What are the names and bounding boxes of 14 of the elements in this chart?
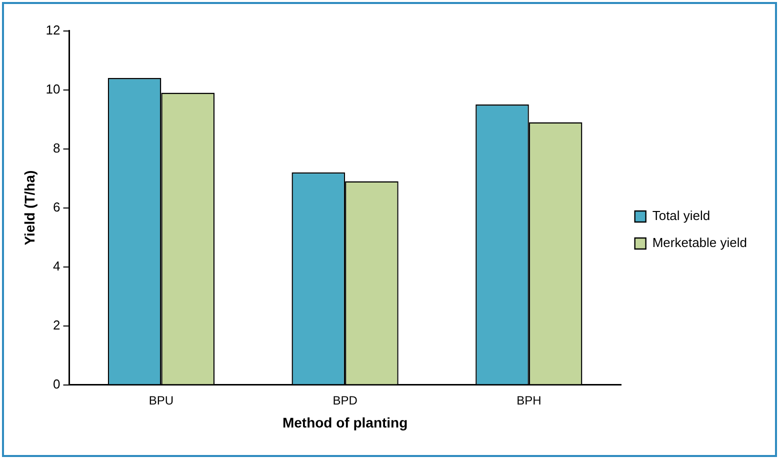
legend-label: Total yield xyxy=(652,208,710,224)
legend-label: Merketable yield xyxy=(652,235,747,250)
y-tick-label: 12 xyxy=(46,22,60,38)
y-tick-label: 10 xyxy=(46,81,60,96)
y-tick-label: 0 xyxy=(53,376,60,392)
x-axis-title: Method of planting xyxy=(282,414,408,430)
y-tick-label: 4 xyxy=(53,258,60,274)
x-tick-label: BPH xyxy=(516,393,542,408)
y-axis-title: Yield (T/ha) xyxy=(21,170,38,246)
y-tick-label: 6 xyxy=(53,199,60,214)
x-tick-label: BPU xyxy=(148,393,174,408)
x-tick-label: BPD xyxy=(332,393,358,408)
y-tick-label: 8 xyxy=(53,140,60,156)
y-tick-label: 2 xyxy=(53,317,60,332)
